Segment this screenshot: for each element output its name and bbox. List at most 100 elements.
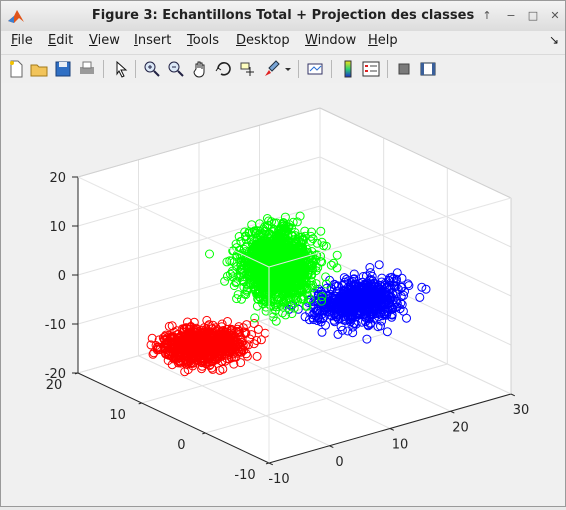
- menu-insert[interactable]: Insert: [134, 33, 172, 48]
- data-point: [339, 315, 349, 325]
- data-point: [300, 258, 309, 268]
- data-point: [158, 333, 168, 343]
- data-point: [302, 244, 312, 254]
- data-point: [261, 306, 271, 316]
- menu-edit[interactable]: Edit: [48, 33, 74, 48]
- data-point: [274, 268, 284, 278]
- y-tick: [138, 402, 142, 405]
- pan-hand-icon[interactable]: [190, 59, 210, 79]
- data-point: [222, 271, 232, 281]
- data-point: [287, 309, 297, 319]
- data-point: [381, 291, 390, 300]
- data-point: [284, 237, 294, 246]
- dock-arrow-icon[interactable]: ↘: [549, 33, 560, 47]
- rotate-3d-icon[interactable]: [214, 59, 234, 79]
- save-icon[interactable]: [53, 59, 73, 79]
- data-point: [300, 226, 310, 236]
- minimize-button[interactable]: −: [506, 9, 516, 22]
- y-tick-label: 20: [46, 378, 63, 393]
- zoom-out-icon[interactable]: [166, 59, 186, 79]
- data-point: [337, 325, 347, 335]
- data-point: [252, 301, 262, 311]
- grid-line: [77, 156, 321, 227]
- data-point: [332, 250, 342, 260]
- menu-tools[interactable]: Tools: [187, 33, 220, 48]
- data-point: [376, 321, 385, 331]
- data-point: [228, 272, 238, 282]
- data-point: [284, 261, 294, 271]
- data-point: [188, 361, 198, 371]
- data-point: [250, 313, 260, 323]
- data-point: [292, 217, 302, 227]
- data-point: [317, 296, 326, 306]
- zoom-in-icon[interactable]: [142, 59, 162, 79]
- pointer-icon[interactable]: [111, 59, 131, 79]
- data-point: [267, 276, 277, 286]
- brush-dropdown-icon[interactable]: [282, 59, 294, 79]
- data-point: [271, 245, 281, 255]
- data-point: [212, 325, 222, 335]
- data-point: [300, 231, 310, 241]
- new-file-icon[interactable]: [6, 59, 26, 79]
- maximize-button[interactable]: □: [527, 9, 539, 22]
- data-point: [372, 309, 382, 319]
- data-point: [295, 211, 305, 221]
- brush-icon[interactable]: [262, 59, 282, 79]
- data-point: [417, 282, 427, 292]
- keep-above-button[interactable]: ↑: [482, 9, 492, 22]
- data-point: [149, 348, 159, 358]
- data-point: [329, 315, 339, 325]
- menu-file[interactable]: File: [11, 33, 33, 48]
- show-plot-tools-icon[interactable]: [418, 59, 438, 79]
- data-point: [307, 227, 316, 237]
- data-point: [250, 228, 260, 238]
- data-point: [270, 281, 280, 291]
- menu-view[interactable]: View: [89, 33, 120, 48]
- data-point: [281, 296, 291, 306]
- data-point: [247, 330, 256, 340]
- menu-help[interactable]: Help: [368, 33, 398, 48]
- data-point: [229, 246, 239, 256]
- data-point: [391, 289, 400, 298]
- data-point: [258, 224, 268, 234]
- x-tick: [268, 462, 274, 466]
- y-tick-label: -10: [234, 468, 255, 483]
- colorbar-icon[interactable]: [338, 59, 358, 79]
- data-point: [283, 273, 293, 283]
- data-point: [236, 236, 246, 246]
- data-point: [387, 310, 397, 320]
- data-point: [247, 220, 257, 230]
- data-point: [253, 244, 263, 254]
- data-point: [277, 227, 287, 237]
- menu-desktop[interactable]: Desktop: [236, 33, 290, 48]
- data-point: [313, 313, 323, 323]
- data-point: [298, 244, 307, 254]
- data-point: [294, 237, 304, 247]
- data-point: [295, 271, 305, 281]
- data-point: [223, 317, 232, 326]
- hide-plot-tools-icon[interactable]: [394, 59, 414, 79]
- data-point: [343, 306, 353, 316]
- data-point: [222, 354, 232, 364]
- data-point: [365, 299, 375, 308]
- data-point: [297, 245, 307, 255]
- data-point: [287, 287, 297, 297]
- link-plot-icon[interactable]: [305, 59, 325, 79]
- print-icon[interactable]: [77, 59, 97, 79]
- open-folder-icon[interactable]: [29, 59, 49, 79]
- data-cursor-icon[interactable]: [238, 59, 258, 79]
- data-point: [217, 319, 227, 329]
- legend-icon[interactable]: [361, 59, 381, 79]
- data-point: [340, 277, 349, 287]
- data-point: [204, 340, 214, 350]
- data-point: [205, 249, 214, 259]
- data-point: [241, 290, 251, 300]
- menu-window[interactable]: Window: [305, 33, 357, 48]
- data-point: [223, 338, 233, 348]
- grid-line: [77, 205, 321, 276]
- data-point: [267, 236, 277, 245]
- data-point: [278, 302, 288, 312]
- close-button[interactable]: ✕: [550, 9, 560, 22]
- grid-line: [319, 156, 512, 248]
